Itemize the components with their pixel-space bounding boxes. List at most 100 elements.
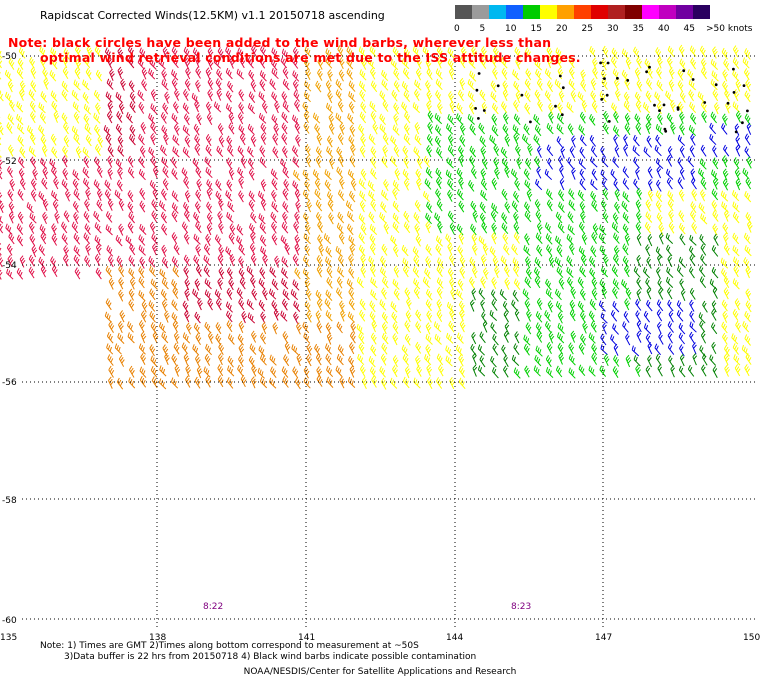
wind-barb — [471, 331, 477, 345]
wind-barb — [0, 133, 2, 146]
legend-label: 10 — [505, 24, 517, 34]
wind-barb — [489, 246, 497, 258]
wind-barb — [588, 365, 596, 377]
wind-barb — [745, 79, 752, 92]
wind-barb — [107, 198, 114, 211]
wind-barb — [72, 169, 80, 181]
wind-barb — [381, 287, 387, 300]
wind-barb — [318, 244, 325, 257]
wind-barb — [447, 134, 454, 147]
wind-barb — [556, 55, 562, 68]
wind-barb — [204, 278, 212, 290]
wind-barb — [282, 376, 289, 388]
wind-barb — [260, 132, 267, 145]
wind-barb — [192, 157, 200, 170]
wind-barb — [0, 68, 2, 80]
wind-barb — [622, 166, 630, 179]
wind-barb — [315, 212, 322, 224]
wind-barb — [51, 233, 58, 246]
wind-barb — [624, 77, 631, 91]
wind-barb — [591, 100, 598, 113]
wind-barb — [525, 158, 532, 170]
wind-barb — [28, 221, 35, 234]
wind-barb — [125, 235, 133, 247]
wind-barb — [7, 80, 14, 93]
wind-barb — [666, 154, 673, 167]
wind-barb — [412, 102, 421, 114]
wind-barb — [149, 344, 156, 357]
wind-barb — [229, 223, 236, 236]
wind-barb — [63, 210, 70, 223]
wind-barb — [447, 189, 453, 202]
wind-barb — [17, 123, 25, 135]
wind-barb — [7, 189, 14, 202]
wind-barb — [633, 178, 640, 191]
wind-barb — [622, 255, 629, 268]
wind-barb — [305, 144, 311, 157]
wind-barb — [360, 57, 367, 70]
wind-barb — [227, 355, 234, 368]
wind-barb — [172, 286, 179, 299]
wind-barb — [448, 91, 454, 104]
wind-barb — [603, 353, 610, 367]
wind-barb — [74, 67, 81, 80]
wind-barb — [184, 288, 191, 301]
wind-barb — [29, 212, 37, 224]
wind-barb — [478, 235, 486, 247]
contamination-marker — [682, 69, 686, 73]
wind-barb — [732, 101, 740, 113]
wind-barb — [226, 310, 233, 323]
contamination-marker — [475, 88, 479, 92]
wind-barb — [271, 278, 279, 291]
wind-barb — [171, 113, 179, 125]
wind-barb — [303, 58, 310, 71]
wind-barb — [162, 178, 169, 191]
wind-barb — [545, 233, 553, 245]
wind-barb — [238, 190, 245, 203]
wind-barb — [162, 46, 169, 59]
note-line-1: Note: black circles have been added to t… — [8, 35, 552, 50]
wind-barb — [172, 265, 180, 278]
wind-barb — [360, 254, 367, 267]
wind-barb — [94, 235, 102, 247]
wind-barb — [611, 265, 619, 278]
wind-barb — [611, 47, 619, 60]
wind-barb — [492, 333, 499, 346]
wind-barb — [85, 188, 91, 201]
wind-barb — [184, 190, 191, 203]
wind-barb — [544, 222, 552, 234]
wind-barb — [237, 145, 245, 158]
wind-barb — [52, 199, 59, 212]
wind-barb — [8, 144, 14, 157]
wind-barb — [316, 321, 323, 334]
wind-barb — [568, 78, 576, 91]
wind-barb — [701, 364, 707, 377]
wind-barb — [490, 80, 497, 93]
wind-barb — [699, 345, 706, 357]
wind-barb — [383, 222, 390, 235]
wind-barb — [646, 78, 653, 90]
wind-barb — [294, 267, 301, 280]
wind-barb — [337, 266, 345, 278]
wind-barb — [712, 157, 719, 170]
wind-barb — [382, 133, 389, 146]
wind-barb — [370, 264, 376, 277]
wind-barb — [204, 321, 212, 334]
wind-barb — [392, 187, 398, 200]
wind-barb — [425, 333, 433, 345]
wind-barb — [743, 68, 750, 81]
wind-barb — [326, 277, 333, 289]
wind-barb — [449, 100, 456, 114]
wind-barb — [281, 48, 290, 60]
wind-barb — [107, 167, 114, 180]
wind-barb — [700, 331, 707, 344]
wind-barb — [151, 376, 158, 389]
wind-barb — [445, 345, 453, 357]
wind-barb — [744, 133, 751, 146]
wind-barb — [456, 188, 464, 201]
wind-barb — [699, 234, 706, 246]
legend-swatch — [625, 5, 642, 19]
wind-barb — [690, 57, 697, 70]
wind-barb — [38, 256, 45, 269]
wind-barb — [745, 212, 752, 224]
